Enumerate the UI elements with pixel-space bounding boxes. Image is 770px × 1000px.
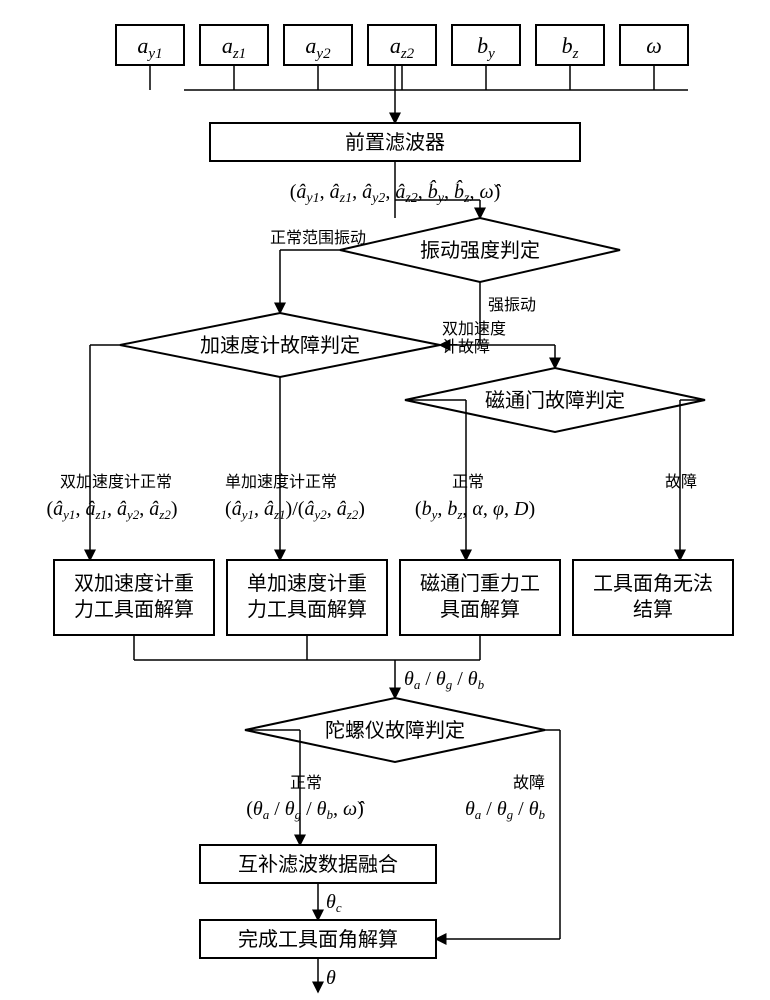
svg-text:力工具面解算: 力工具面解算 [247,598,367,621]
svg-text:力工具面解算: 力工具面解算 [74,598,194,621]
box-fail [573,560,733,635]
svg-text:振动强度判定: 振动强度判定 [420,239,540,262]
prefilter-out: (ây1, âz1, ây2, âz2, b̂y, b̂z, ω̂) [290,179,502,206]
svg-text:双加速度: 双加速度 [442,320,506,338]
input-label-6: ω [646,33,662,58]
svg-text:互补滤波数据融合: 互补滤波数据融合 [238,853,398,876]
svg-text:工具面角无法: 工具面角无法 [593,572,713,595]
svg-text:具面解算: 具面解算 [440,598,520,621]
svg-text:(ây1, âz1)/(ây2, âz2): (ây1, âz1)/(ây2, âz2) [225,498,365,522]
box-dual [54,560,214,635]
svg-text:计故障: 计故障 [442,338,490,356]
svg-text:加速度计故障判定: 加速度计故障判定 [200,334,360,357]
svg-text:单加速度计重: 单加速度计重 [247,572,367,595]
svg-text:结算: 结算 [633,598,673,621]
svg-text:正常: 正常 [452,473,484,491]
svg-text:θc: θc [326,891,342,915]
svg-text:故障: 故障 [665,473,697,491]
svg-text:磁通门重力工: 磁通门重力工 [420,572,540,595]
box-single [227,560,387,635]
svg-text:正常: 正常 [290,774,322,792]
svg-text:(θa / θg / θb, ω̂): (θa / θg / θb, ω̂) [246,798,365,822]
svg-text:(by, bz, α, φ, D): (by, bz, α, φ, D) [415,498,535,522]
svg-text:θ: θ [326,967,336,989]
svg-text:故障: 故障 [513,774,545,792]
svg-text:强振动: 强振动 [488,296,536,314]
box-flux [400,560,560,635]
svg-text:θa / θg / θb: θa / θg / θb [404,668,485,692]
svg-text:正常范围振动: 正常范围振动 [270,229,366,247]
prefilter-label: 前置滤波器 [345,131,445,154]
svg-text:双加速度计正常: 双加速度计正常 [60,473,172,491]
svg-text:完成工具面角解算: 完成工具面角解算 [238,928,398,951]
svg-text:单加速度计正常: 单加速度计正常 [225,473,337,491]
svg-text:陀螺仪故障判定: 陀螺仪故障判定 [325,719,465,742]
svg-text:θa / θg / θb: θa / θg / θb [465,798,546,822]
svg-text:双加速度计重: 双加速度计重 [74,572,194,595]
svg-text:(ây1, âz1, ây2, âz2): (ây1, âz1, ây2, âz2) [46,498,177,522]
svg-text:磁通门故障判定: 磁通门故障判定 [485,389,625,412]
